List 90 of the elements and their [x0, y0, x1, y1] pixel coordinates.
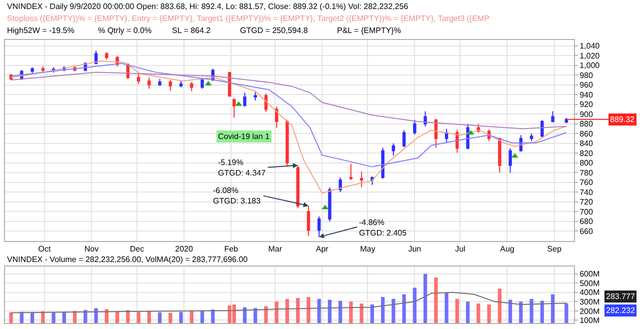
chart-title: VNINDEX - Daily 9/9/2020 00:00:00 Open: 883.68, Hi: 892.4, Lo: 881.57, Close: 889.32 (-0.1%) Vol: 282,232,256 [7, 2, 409, 11]
x-tick-label: Oct [38, 244, 52, 254]
annotation: Covid-19 lan 1 [218, 132, 270, 141]
y-tick-label: 600M [580, 270, 600, 279]
candlestick [370, 176, 374, 186]
y-tick-label: 740 [580, 188, 594, 197]
line-series [10, 60, 567, 194]
y-tick-label: 1,020 [580, 51, 600, 60]
y-tick-label: 200M [580, 306, 600, 316]
candlestick [540, 119, 544, 138]
chart-subtitle: Stoploss ({EMPTY})% = {EMPTY}, Entry = {EMPTY}, Target1 ({EMPTY})% = {EMPTY}, Target2 ({EMPTY})% = {EMPTY}, Target3 ({EMP [7, 14, 490, 23]
candlestick [286, 119, 289, 166]
candlestick [190, 81, 194, 92]
y-tick-label: 100M [580, 316, 600, 326]
candlestick [456, 129, 459, 154]
candlestick [254, 92, 257, 101]
candlestick [360, 171, 364, 188]
candlestick [392, 142, 396, 156]
candlestick [148, 77, 151, 90]
line-series [10, 292, 567, 314]
y-tick-label: 800 [580, 158, 594, 168]
text: P&L = {EMPTY}% [337, 26, 401, 35]
x-tick-label: Sep [547, 244, 562, 254]
y-tick-label: 780 [580, 168, 594, 178]
candlestick [274, 106, 278, 128]
x-tick-label: Apr [316, 244, 329, 254]
candlestick [41, 66, 45, 74]
y-tick-label: 880 [580, 120, 594, 129]
y-tick-label: 700 [580, 207, 594, 216]
y-tick-label: 300M [580, 297, 600, 306]
candlestick [232, 98, 236, 118]
candlestick [328, 186, 332, 222]
y-tick-label: 820 [580, 148, 594, 158]
candlestick [349, 163, 353, 180]
annotation: 889.32 [610, 115, 636, 124]
x-tick-label: Aug [500, 244, 514, 254]
y-tick-label: 940 [580, 90, 594, 100]
y-tick-label: 980 [580, 70, 594, 80]
text: 282.232 [606, 306, 636, 315]
candlestick [243, 92, 246, 108]
candlestick [508, 148, 512, 174]
line-series [10, 62, 567, 168]
candlestick [158, 78, 162, 86]
text: % Qtrly = 0.0% [98, 26, 152, 35]
annotation: -4.86% GTGD: 2.405 [359, 218, 408, 238]
candlestick [381, 147, 384, 180]
x-tick-label: Nov [84, 244, 99, 254]
y-tick-label: 860 [580, 129, 594, 138]
text: 283.777 [606, 292, 636, 301]
annotation: -6.08% GTGD: 3.183 [213, 186, 262, 206]
candlestick [168, 79, 172, 92]
candlestick [30, 66, 34, 74]
annotation: -5.19% GTGD: 4.347 [218, 158, 266, 178]
text: SL = 864.2 [172, 26, 212, 35]
candlestick [105, 52, 108, 60]
candlestick [200, 78, 204, 90]
candlestick [402, 130, 406, 148]
y-tick-label: 920 [580, 100, 594, 110]
candlestick [338, 177, 342, 193]
candlestick [530, 133, 534, 142]
chart-title: VNINDEX - Volume = 282,232,256.00, VolMA(20) = 283,777,696.00 [7, 255, 248, 264]
y-tick-label: 840 [580, 139, 594, 148]
y-tick-label: 660 [580, 226, 594, 236]
line-series [10, 72, 567, 130]
y-tick-label: 760 [580, 178, 594, 188]
y-tick-label: 500M [580, 278, 600, 288]
y-tick-label: 680 [580, 217, 594, 226]
text: High52W = -19.5% [7, 26, 74, 35]
candlestick [444, 128, 448, 144]
x-tick-label: May [360, 244, 376, 254]
x-tick-label: Jul [455, 244, 466, 254]
y-tick-label: 1,040 [580, 42, 600, 51]
candlestick [551, 110, 554, 123]
candlestick [306, 205, 310, 237]
candlestick [179, 80, 183, 88]
y-tick-label: 400M [580, 288, 600, 298]
x-tick-label: 2020 [175, 244, 194, 254]
x-tick-label: Mar [268, 244, 282, 254]
y-tick-label: 720 [580, 198, 594, 207]
candlestick [413, 119, 416, 136]
x-tick-label: Dec [130, 244, 144, 254]
candlestick [498, 137, 502, 174]
candlestick [424, 110, 427, 127]
y-tick-label: 1,000 [580, 61, 600, 70]
text: GTGD = 250,594.8 [240, 26, 308, 35]
x-tick-label: Feb [224, 244, 239, 254]
y-tick-label: 960 [580, 80, 594, 90]
y-tick-label: 900 [580, 110, 594, 119]
candlestick [136, 74, 140, 84]
x-tick-label: Jun [408, 244, 422, 254]
